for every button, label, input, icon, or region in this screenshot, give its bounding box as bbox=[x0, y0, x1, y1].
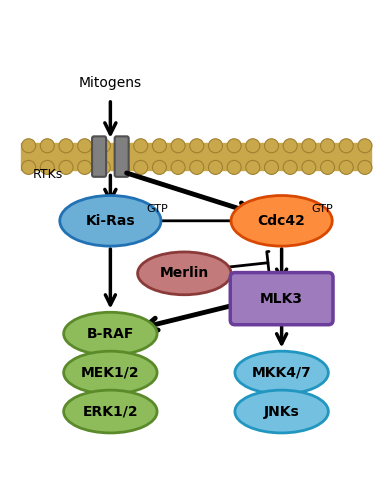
Text: MKK4/7: MKK4/7 bbox=[252, 366, 312, 380]
Circle shape bbox=[246, 139, 260, 153]
Circle shape bbox=[339, 160, 353, 174]
Circle shape bbox=[283, 160, 297, 174]
Circle shape bbox=[246, 160, 260, 174]
Circle shape bbox=[358, 139, 372, 153]
Circle shape bbox=[265, 160, 278, 174]
Circle shape bbox=[190, 160, 204, 174]
Circle shape bbox=[171, 160, 185, 174]
Ellipse shape bbox=[231, 196, 332, 246]
Text: RTKs: RTKs bbox=[33, 168, 63, 180]
Text: Cdc42: Cdc42 bbox=[258, 214, 306, 228]
Text: JNKs: JNKs bbox=[264, 404, 299, 418]
Circle shape bbox=[134, 160, 148, 174]
Circle shape bbox=[283, 139, 297, 153]
Circle shape bbox=[59, 139, 73, 153]
Ellipse shape bbox=[235, 390, 328, 433]
Ellipse shape bbox=[60, 196, 161, 246]
Ellipse shape bbox=[138, 252, 231, 295]
Text: Merlin: Merlin bbox=[160, 266, 209, 280]
Circle shape bbox=[302, 160, 316, 174]
Text: GTP: GTP bbox=[146, 204, 168, 214]
Text: B-RAF: B-RAF bbox=[87, 326, 134, 340]
Circle shape bbox=[78, 139, 92, 153]
Circle shape bbox=[22, 160, 36, 174]
Circle shape bbox=[358, 160, 372, 174]
FancyBboxPatch shape bbox=[114, 136, 129, 177]
Text: MEK1/2: MEK1/2 bbox=[81, 366, 140, 380]
Circle shape bbox=[22, 139, 36, 153]
Text: Mitogens: Mitogens bbox=[79, 76, 142, 90]
FancyBboxPatch shape bbox=[21, 143, 371, 170]
Circle shape bbox=[78, 160, 92, 174]
Text: MLK3: MLK3 bbox=[260, 292, 303, 306]
Circle shape bbox=[321, 139, 334, 153]
Circle shape bbox=[209, 139, 223, 153]
Circle shape bbox=[40, 139, 54, 153]
Circle shape bbox=[152, 139, 167, 153]
Circle shape bbox=[115, 139, 129, 153]
Circle shape bbox=[321, 160, 334, 174]
Circle shape bbox=[40, 160, 54, 174]
Circle shape bbox=[227, 139, 241, 153]
Circle shape bbox=[171, 139, 185, 153]
Circle shape bbox=[302, 139, 316, 153]
Circle shape bbox=[115, 160, 129, 174]
Text: GTP: GTP bbox=[312, 204, 333, 214]
Circle shape bbox=[227, 160, 241, 174]
Ellipse shape bbox=[235, 351, 328, 394]
Text: ERK1/2: ERK1/2 bbox=[83, 404, 138, 418]
Circle shape bbox=[339, 139, 353, 153]
Ellipse shape bbox=[64, 390, 157, 433]
Circle shape bbox=[59, 160, 73, 174]
Circle shape bbox=[96, 139, 111, 153]
Circle shape bbox=[265, 139, 278, 153]
Ellipse shape bbox=[64, 351, 157, 394]
FancyBboxPatch shape bbox=[230, 272, 333, 324]
Ellipse shape bbox=[64, 312, 157, 355]
Circle shape bbox=[96, 160, 111, 174]
Circle shape bbox=[190, 139, 204, 153]
Circle shape bbox=[209, 160, 223, 174]
Text: Ki-Ras: Ki-Ras bbox=[85, 214, 135, 228]
FancyBboxPatch shape bbox=[92, 136, 106, 177]
Circle shape bbox=[152, 160, 167, 174]
Circle shape bbox=[134, 139, 148, 153]
